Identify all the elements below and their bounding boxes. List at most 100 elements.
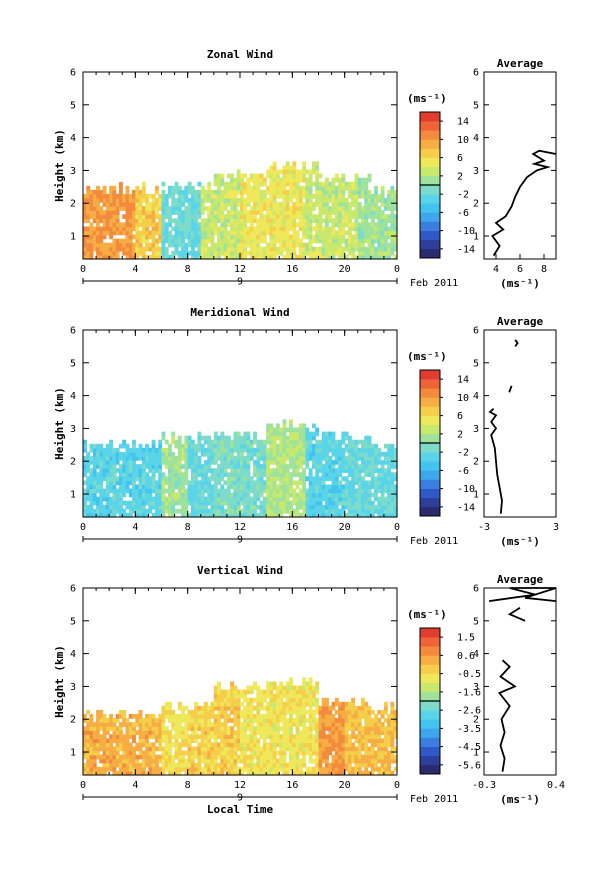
heatmap-cell (328, 214, 333, 219)
heatmap-cell (302, 222, 307, 228)
heatmap-cell (240, 738, 244, 744)
heatmap-cell (118, 464, 123, 469)
heatmap-cell (158, 198, 163, 203)
heatmap-cell (161, 460, 166, 465)
heatmap-cell (115, 496, 120, 502)
heatmap-cell (328, 472, 333, 477)
heatmap-cell (141, 246, 146, 252)
heatmap-cell (213, 214, 218, 219)
heatmap-cell (207, 709, 212, 715)
heatmap-cell (305, 193, 310, 199)
heatmap-cell (148, 246, 153, 252)
heatmap-cell (302, 480, 307, 486)
heatmap-cell (328, 730, 333, 735)
heatmap-cell (236, 758, 241, 764)
heatmap-cell (151, 447, 156, 453)
heatmap-cell (210, 238, 215, 244)
heatmap-cell (138, 488, 143, 494)
heatmap-cell (383, 484, 388, 490)
heatmap-cell (318, 468, 323, 473)
heatmap-cell (266, 488, 271, 494)
heatmap-cell (292, 177, 297, 183)
heatmap-cell (207, 226, 212, 232)
heatmap-cell (279, 181, 284, 187)
heatmap-cell (207, 730, 212, 735)
heatmap-cell (298, 512, 303, 518)
heatmap-cell (302, 762, 307, 768)
colorbar-swatch (420, 112, 440, 122)
colorbar-swatch (420, 139, 440, 149)
heatmap-cell (311, 726, 316, 731)
heatmap-cell (213, 476, 218, 482)
heatmap-cell (321, 746, 326, 752)
heatmap-cell (145, 754, 150, 760)
heatmap-cell (141, 198, 146, 203)
heatmap-cell (331, 464, 336, 469)
heatmap-cell (197, 435, 202, 441)
heatmap-cell (292, 500, 297, 506)
heatmap-cell (367, 250, 372, 256)
heatmap-cell (115, 718, 120, 723)
heatmap-cell (266, 685, 271, 691)
heatmap-cell (393, 451, 398, 457)
heatmap-cell (370, 218, 375, 224)
heatmap-cell (282, 484, 287, 490)
heatmap-cell (380, 476, 385, 482)
heatmap-cell (361, 476, 365, 482)
heatmap-cell (253, 210, 257, 215)
heatmap-cell (112, 226, 117, 232)
heatmap-cell (253, 484, 257, 490)
heatmap-cell (223, 718, 228, 723)
heatmap-cell (197, 198, 202, 203)
heatmap-cell (328, 762, 333, 768)
heatmap-cell (269, 693, 274, 699)
heatmap-cell (387, 189, 392, 195)
heatmap-cell (269, 742, 274, 748)
heatmap-cell (86, 718, 91, 723)
heatmap-cell (138, 451, 143, 457)
profile-y-tick-label: 1 (473, 490, 479, 501)
heatmap-cell (393, 193, 398, 199)
heatmap-cell (171, 210, 176, 215)
heatmap-cell (298, 210, 303, 215)
heatmap-cell (367, 254, 372, 260)
heatmap-cell (151, 754, 156, 760)
heatmap-cell (321, 210, 326, 215)
heatmap-cell (125, 722, 130, 727)
heatmap-cell (96, 234, 100, 240)
heatmap-cell (177, 714, 182, 719)
heatmap-cell (125, 242, 130, 248)
heatmap-cell (102, 734, 107, 740)
heatmap-cell (194, 254, 199, 260)
heatmap-cell (393, 230, 398, 236)
heatmap-cell (230, 460, 235, 465)
heatmap-cell (86, 742, 91, 748)
heatmap-cell (354, 500, 359, 506)
heatmap-cell (240, 173, 244, 179)
heatmap-cell (354, 202, 359, 207)
heatmap-cell (194, 766, 199, 772)
heatmap-cell (308, 476, 313, 482)
heatmap-cell (325, 451, 329, 457)
heatmap-cell (135, 214, 140, 219)
heatmap-cell (102, 198, 107, 203)
y-tick-label: 1 (70, 232, 76, 243)
heatmap-cell (279, 242, 284, 248)
heatmap-cell (226, 770, 231, 776)
heatmap-cell (92, 447, 97, 453)
heatmap-cell (158, 480, 163, 486)
heatmap-cell (341, 193, 346, 199)
heatmap-cell (302, 701, 307, 707)
heatmap-cell (226, 730, 231, 735)
heatmap-cell (282, 222, 287, 228)
heatmap-cell (275, 427, 280, 433)
heatmap-cell (344, 206, 349, 211)
heatmap-cell (217, 214, 221, 219)
heatmap-cell (220, 742, 225, 748)
heatmap-cell (298, 451, 303, 457)
heatmap-cell (259, 758, 264, 764)
heatmap-cell (279, 746, 284, 752)
heatmap-cell (187, 447, 192, 453)
heatmap-cell (187, 198, 192, 203)
heatmap-cell (275, 214, 280, 219)
